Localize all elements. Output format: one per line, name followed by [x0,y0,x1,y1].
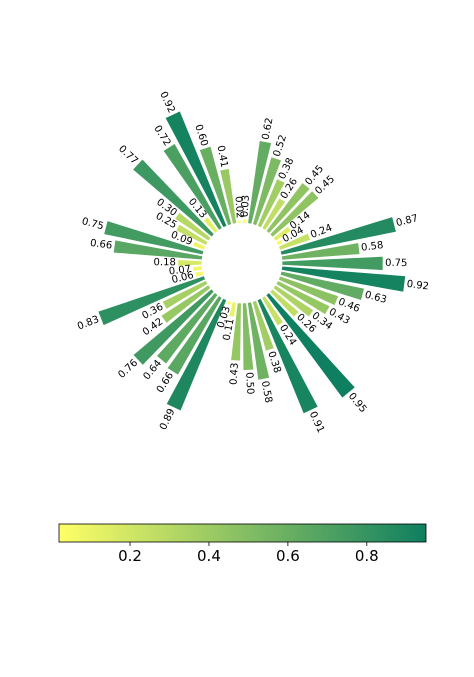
bar-21 [165,297,228,412]
bar-18 [132,288,215,367]
bar-47 [252,156,283,227]
bar-26 [246,301,271,381]
bar-45 [261,197,287,231]
bar-19 [155,291,219,365]
bar-38 [280,242,361,261]
value-label-18: 0.76 [116,358,140,381]
bar-39 [279,216,397,256]
colorbar: 0.2 0.4 0.6 0.8 [58,523,427,565]
value-label-36: 0.92 [406,279,429,293]
value-label-6: 0.77 [116,144,140,167]
bar-13 [192,265,204,272]
value-label-3: 0.92 [157,90,176,115]
bar-32 [272,284,315,318]
bar-30 [265,292,356,399]
value-label-47: 0.52 [272,134,289,159]
bar-27 [251,299,275,352]
bar-49 [242,218,248,224]
bar-34 [277,275,340,307]
bar-35 [279,270,365,301]
value-label-23: 0.11 [222,318,237,342]
colorbar-tick-label-1: 0.4 [197,547,221,565]
value-label-26: 0.58 [259,380,274,404]
value-label-12: 0.18 [154,257,176,268]
bar-46 [256,178,286,229]
bar-37 [281,255,384,271]
bar-6 [131,158,215,238]
bar-4 [162,142,223,231]
bar-43 [269,190,320,238]
colorbar-gradient [58,523,427,543]
value-label-30: 0.95 [346,391,369,415]
bar-0 [236,219,243,224]
colorbar-ticks: 0.2 0.4 0.6 0.8 [118,542,379,565]
colorbar-tick-label-2: 0.6 [276,547,300,565]
value-label-13: 0.07 [168,264,191,278]
bar-16 [161,279,209,310]
bar-36 [280,265,407,293]
bar-2 [198,145,233,227]
value-label-37: 0.75 [385,258,407,269]
value-label-38: 0.58 [361,240,384,254]
bar-9 [192,240,207,251]
bar-31 [269,288,300,318]
value-label-39: 0.87 [395,213,419,229]
bar-3 [164,110,228,229]
bar-25 [241,302,255,371]
bar-15 [97,275,207,327]
bar-5 [202,216,219,234]
value-label-1: 0.41 [215,145,230,169]
bar-48 [247,140,273,225]
bar-28 [256,297,319,415]
value-label-14: 0.06 [171,270,195,286]
value-label-10: 0.75 [81,216,105,232]
value-label-0: 0.02 [233,196,245,219]
bar-33 [275,280,331,316]
bar-11 [112,239,204,261]
bar-14 [194,270,205,278]
value-label-24: 0.43 [228,362,240,385]
bar-44 [265,181,311,235]
bar-7 [174,211,212,242]
bar-24 [230,302,242,362]
value-label-25: 0.50 [243,372,255,395]
value-label-4: 0.72 [151,124,172,149]
value-label-21: 0.89 [158,407,177,432]
bar-12 [177,259,203,267]
value-label-28: 0.91 [307,410,326,435]
value-label-35: 0.63 [363,290,387,306]
value-label-48: 0.62 [260,117,275,141]
bars-layer [97,110,407,415]
bar-17 [160,284,212,325]
bar-22 [225,299,232,307]
bar-1 [219,168,238,225]
colorbar-tick-label-0: 0.2 [118,547,142,565]
colorbar-tick-label-3: 0.8 [355,547,379,565]
value-label-15: 0.83 [76,314,101,332]
bar-29 [261,295,285,327]
bar-23 [228,301,237,318]
value-label-11: 0.66 [89,238,112,252]
bar-42 [272,225,292,242]
bar-20 [166,295,223,376]
bar-41 [275,238,284,247]
value-label-2: 0.60 [192,123,209,148]
bar-40 [277,232,312,251]
bar-8 [175,223,209,246]
value-label-49: 0.03 [240,195,252,218]
bar-10 [103,220,205,256]
